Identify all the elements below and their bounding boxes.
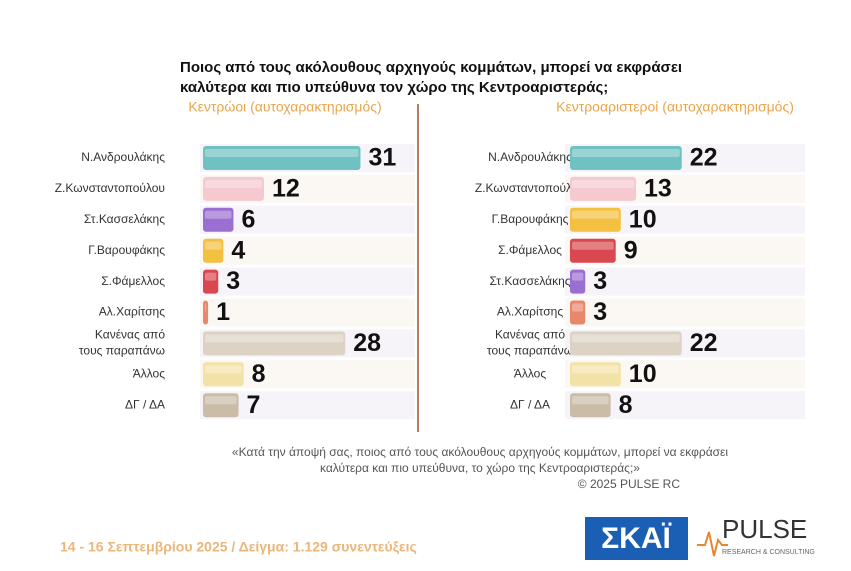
title-line: καλύτερα και πιο υπεύθυνα τον χώρο της Κ… [180, 79, 608, 96]
title-line: Ποιος από τους ακόλουθους αρχηγούς κομμά… [180, 59, 682, 76]
bar [203, 331, 346, 356]
bar [570, 207, 621, 232]
bar-highlight [572, 210, 619, 219]
bar [570, 238, 616, 263]
bar [570, 300, 586, 325]
row-band [565, 298, 805, 327]
category-label: Αλ.Χαρίτσης [99, 305, 165, 319]
bar-highlight [205, 365, 242, 374]
panel-title: Κεντροαριστεροί (αυτοχαρακτηρισμός) [556, 99, 794, 115]
skai-logo: ΣΚΑΪ [601, 522, 671, 555]
value-label: 3 [593, 298, 607, 326]
bar [570, 331, 682, 356]
bar [203, 362, 244, 387]
value-label: 10 [629, 205, 657, 233]
bar [203, 393, 239, 418]
bar [203, 269, 219, 294]
pulse-wave [697, 531, 728, 557]
bar [203, 176, 264, 201]
bar-highlight [205, 241, 222, 250]
pulse-logo: PULSE [722, 514, 807, 544]
bar-highlight [572, 149, 680, 157]
bar [570, 269, 586, 294]
bar-highlight [205, 272, 217, 281]
value-label: 28 [353, 329, 381, 357]
category-label: Ν.Ανδρουλάκης [488, 150, 572, 164]
category-label: Στ.Κασσελάκης [84, 212, 165, 226]
value-label: 22 [690, 144, 718, 172]
bar [570, 362, 621, 387]
value-label: 9 [624, 236, 638, 264]
bar [570, 146, 682, 170]
row-band [200, 298, 415, 327]
pulse-logo-sub: RESEARCH & CONSULTING [722, 549, 815, 556]
value-label: 22 [690, 329, 718, 357]
category-label: Σ.Φάμελλος [498, 243, 562, 257]
skai-logo-box [585, 517, 688, 560]
value-label: 4 [231, 236, 245, 264]
value-label: 10 [629, 360, 657, 388]
value-label: 1 [216, 298, 230, 326]
value-label: 31 [368, 144, 396, 172]
bar-highlight [205, 334, 344, 343]
bar [203, 207, 234, 232]
category-label: ΔΓ / ΔΑ [510, 397, 550, 411]
category-label: Γ.Βαρουφάκης [492, 212, 569, 226]
value-label: 3 [226, 267, 240, 295]
row-band [565, 267, 805, 296]
row-band [200, 267, 415, 296]
category-label: Άλλος [133, 366, 166, 380]
bar-highlight [205, 179, 262, 188]
value-label: 3 [593, 267, 607, 295]
category-label: Άλλος [514, 366, 547, 380]
bar [570, 393, 611, 418]
category-label: Γ.Βαρουφάκης [88, 243, 165, 257]
category-label: Σ.Φάμελλος [101, 274, 165, 288]
row-band [200, 236, 415, 265]
category-label: Κανένας από τους παραπάνω [487, 328, 573, 358]
bar [203, 300, 209, 325]
category-label: ΔΓ / ΔΑ [125, 397, 165, 411]
value-label: 7 [247, 391, 261, 419]
category-label: Κανένας από τους παραπάνω [79, 328, 165, 358]
question-line: «Κατά την άποψή σας, ποιος από τους ακόλ… [232, 445, 728, 459]
bar-highlight [572, 303, 584, 312]
bar-highlight [572, 272, 584, 281]
category-label: Ζ.Κωνσταντοπούλου [55, 181, 165, 195]
category-label: Αλ.Χαρίτσης [497, 305, 563, 319]
bar-highlight [205, 303, 207, 312]
bar-highlight [572, 241, 614, 250]
value-label: 6 [241, 205, 255, 233]
footer: 14 - 16 Σεπτεμβρίου 2025 / Δείγμα: 1.129… [60, 539, 417, 555]
bar-highlight [205, 396, 237, 405]
bar-highlight [205, 210, 232, 219]
bar [203, 146, 361, 170]
bar-highlight [205, 149, 359, 157]
value-label: 12 [272, 175, 300, 203]
bar-highlight [572, 179, 635, 188]
bar-highlight [572, 365, 619, 374]
value-label: 8 [619, 391, 633, 419]
value-label: 13 [644, 175, 672, 203]
copyright: © 2025 PULSE RC [578, 477, 681, 491]
category-label: Στ.Κασσελάκης [489, 274, 570, 288]
bar-highlight [572, 334, 680, 343]
category-label: Ζ.Κωνσταντοπούλου [475, 181, 585, 195]
bar-highlight [572, 396, 609, 405]
row-band [200, 205, 415, 234]
value-label: 8 [252, 360, 266, 388]
category-label: Ν.Ανδρουλάκης [81, 150, 165, 164]
question-line: καλύτερα και πιο υπεύθυνα, το χώρο της Κ… [320, 461, 640, 475]
panel-title: Κεντρώοι (αυτοχαρακτηρισμός) [188, 99, 381, 115]
bar [570, 176, 637, 201]
bar [203, 238, 224, 263]
